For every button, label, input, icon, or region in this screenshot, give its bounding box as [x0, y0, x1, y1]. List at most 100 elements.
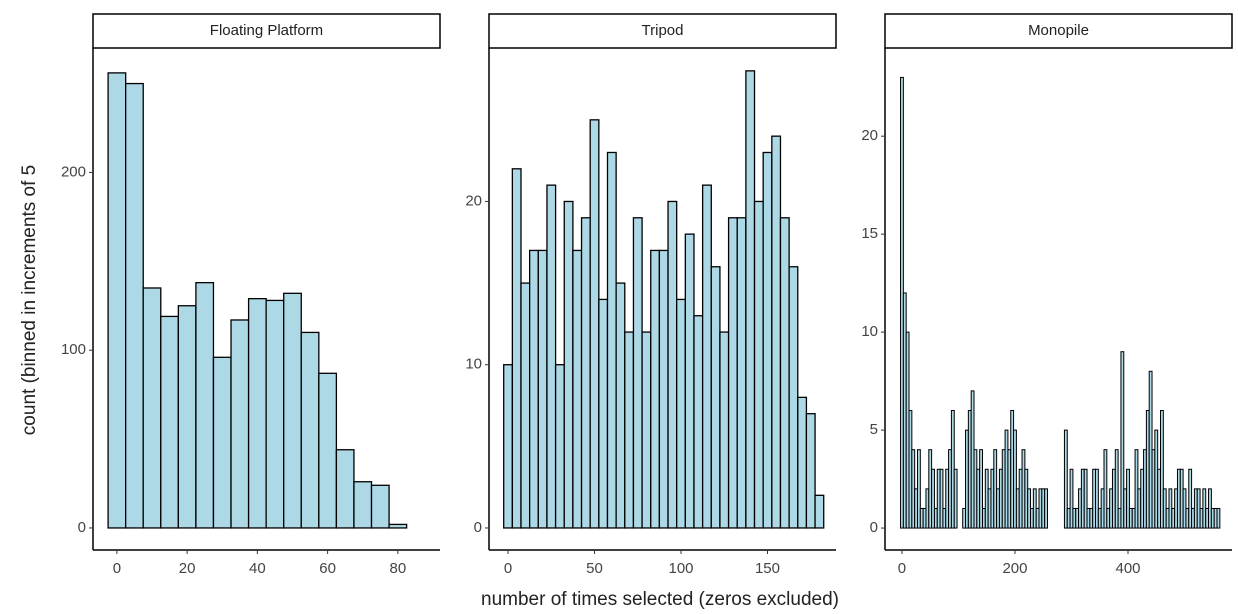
bar: [953, 468, 958, 529]
bar: [353, 481, 373, 529]
bar: [177, 305, 197, 529]
bar: [753, 200, 764, 529]
bar: [1103, 449, 1108, 529]
bar: [160, 315, 179, 529]
panel-title: Floating Platform: [210, 22, 323, 39]
bar: [797, 396, 808, 529]
y-tick-label: 0: [78, 519, 86, 536]
bar: [939, 468, 944, 529]
bar: [1188, 468, 1193, 529]
y-tick-label: 0: [870, 519, 878, 536]
bar: [650, 249, 661, 529]
strip: [884, 13, 1233, 49]
bar: [641, 331, 652, 529]
y-tick-label: 10: [465, 356, 482, 373]
bar: [979, 449, 983, 529]
bar: [1126, 468, 1130, 529]
bar: [1114, 449, 1119, 529]
bar: [511, 168, 522, 529]
bar: [632, 217, 643, 529]
bar: [537, 249, 548, 529]
y-tick-label: 100: [61, 341, 86, 358]
bar: [667, 200, 678, 529]
bar: [1044, 488, 1048, 529]
bar: [745, 70, 756, 529]
x-tick-label: 0: [113, 560, 121, 577]
bar: [736, 217, 747, 529]
y-tick-label: 15: [861, 225, 878, 242]
strip: [488, 13, 837, 49]
bar: [247, 297, 267, 529]
bar: [503, 364, 514, 529]
bar: [779, 217, 790, 529]
x-tick-label: 50: [586, 560, 603, 577]
bar: [520, 282, 531, 529]
bar: [554, 364, 565, 529]
bar: [370, 484, 390, 529]
bar: [701, 184, 712, 529]
strip: [92, 13, 441, 49]
x-tick-label: 20: [179, 560, 196, 577]
y-tick-label: 0: [474, 519, 482, 536]
bar: [563, 200, 574, 529]
x-axis-title: number of times selected (zeros excluded…: [481, 589, 839, 610]
bar: [589, 119, 600, 529]
panel-title: Monopile: [1028, 22, 1089, 39]
x-tick-label: 150: [755, 560, 780, 577]
bar: [658, 249, 669, 529]
y-tick-label: 200: [61, 163, 86, 180]
bar: [710, 266, 721, 529]
bar: [1063, 429, 1068, 529]
bar: [606, 151, 617, 529]
bar: [1120, 351, 1125, 529]
bar: [624, 331, 635, 529]
bar: [771, 135, 782, 529]
bar: [265, 299, 285, 529]
bar: [693, 315, 704, 529]
bar: [1083, 468, 1088, 529]
x-tick-label: 40: [249, 560, 266, 577]
y-axis-title: count (binned in increments of 5: [19, 165, 40, 435]
bar: [762, 151, 773, 529]
y-tick-label: 5: [870, 421, 878, 438]
bar: [300, 331, 320, 529]
bar: [676, 298, 686, 529]
x-tick-label: 0: [504, 560, 512, 577]
bar: [388, 523, 408, 529]
x-tick-label: 100: [668, 560, 693, 577]
bar: [684, 233, 695, 529]
y-tick-label: 10: [861, 323, 878, 340]
bar: [1013, 429, 1017, 529]
bar: [318, 372, 338, 529]
bar: [142, 287, 162, 529]
bar: [572, 249, 583, 529]
bar: [1160, 409, 1164, 529]
y-tick-label: 20: [465, 192, 482, 209]
bar: [719, 331, 730, 529]
bar: [125, 82, 144, 529]
bar: [598, 298, 609, 529]
bar: [546, 184, 557, 529]
x-tick-label: 400: [1115, 560, 1140, 577]
panel-title: Tripod: [642, 22, 684, 39]
bar: [529, 249, 539, 529]
bar: [814, 494, 825, 529]
bar: [931, 468, 935, 529]
bar: [615, 282, 626, 529]
x-tick-label: 80: [390, 560, 407, 577]
bar: [1216, 507, 1221, 529]
bar: [580, 217, 591, 529]
x-tick-label: 0: [898, 560, 906, 577]
bar: [727, 217, 738, 529]
bar: [107, 72, 127, 529]
y-tick-label: 20: [861, 127, 878, 144]
x-tick-label: 60: [319, 560, 336, 577]
x-tick-label: 200: [1002, 560, 1027, 577]
bar: [195, 281, 215, 529]
bar: [212, 356, 232, 529]
bar: [1095, 468, 1099, 529]
bar: [788, 266, 799, 529]
bar: [916, 449, 921, 529]
